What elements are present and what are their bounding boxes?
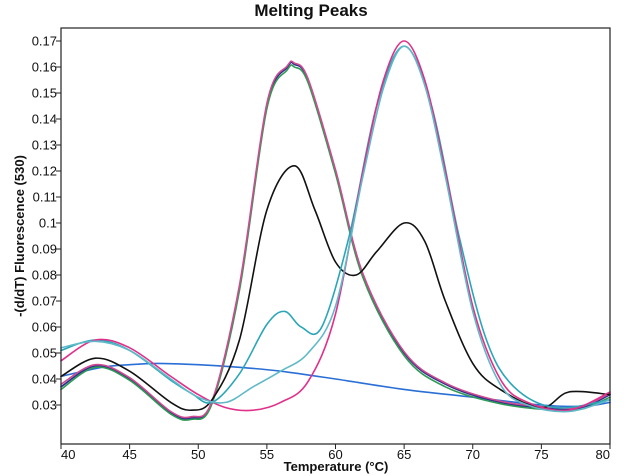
y-tick-label: 0.04 bbox=[32, 372, 57, 387]
y-tick-label: 0.13 bbox=[32, 138, 57, 153]
y-tick-label: 0.14 bbox=[32, 112, 57, 127]
y-tick-label: 0.12 bbox=[32, 164, 57, 179]
x-tick-label: 75 bbox=[534, 447, 548, 462]
y-tick-label: 0.17 bbox=[32, 34, 57, 49]
x-tick-label: 80 bbox=[596, 447, 610, 462]
y-tick-label: 0.15 bbox=[32, 86, 57, 101]
x-tick-label: 60 bbox=[328, 447, 342, 462]
y-tick-label: 0.07 bbox=[32, 294, 57, 309]
y-tick-label: 0.11 bbox=[33, 190, 57, 205]
y-tick-label: 0.16 bbox=[32, 60, 57, 75]
y-axis: 0.03 0.04 0.05 0.06 0.07 0.08 0.09 0.1 0.11 0.12 0… bbox=[32, 34, 61, 413]
x-tick-label: 45 bbox=[122, 447, 136, 462]
y-tick-label: 0.05 bbox=[32, 346, 57, 361]
y-tick-label: 0.03 bbox=[32, 398, 57, 413]
series-blue-flat bbox=[60, 362, 611, 408]
y-tick-label: 0.09 bbox=[32, 242, 57, 257]
x-tick-label: 65 bbox=[397, 447, 411, 462]
series-teal-double bbox=[60, 45, 611, 409]
y-axis-label: -(d/dT) Fluorescence (530) bbox=[12, 155, 27, 317]
y-tick-label: 0.1 bbox=[39, 216, 57, 231]
x-tick-label: 40 bbox=[61, 447, 75, 462]
series-green-peak57 bbox=[60, 64, 611, 421]
y-tick-label: 0.08 bbox=[32, 268, 57, 283]
series-magenta-peak65 bbox=[60, 40, 611, 412]
x-tick-label: 55 bbox=[260, 447, 274, 462]
chart-title: Melting Peaks bbox=[254, 1, 367, 20]
x-axis: 40 45 50 55 60 65 70 75 80 bbox=[60, 444, 611, 462]
x-tick-label: 70 bbox=[466, 447, 480, 462]
series-navy-peak57 bbox=[60, 61, 611, 420]
x-tick-label: 50 bbox=[191, 447, 205, 462]
series-black-double bbox=[60, 165, 611, 412]
x-axis-label: Temperature (°C) bbox=[284, 459, 389, 474]
series-lightteal-peak65 bbox=[60, 45, 611, 413]
y-tick-label: 0.06 bbox=[32, 320, 57, 335]
series-pink-peak57 bbox=[60, 60, 611, 419]
series-layer bbox=[60, 40, 611, 421]
